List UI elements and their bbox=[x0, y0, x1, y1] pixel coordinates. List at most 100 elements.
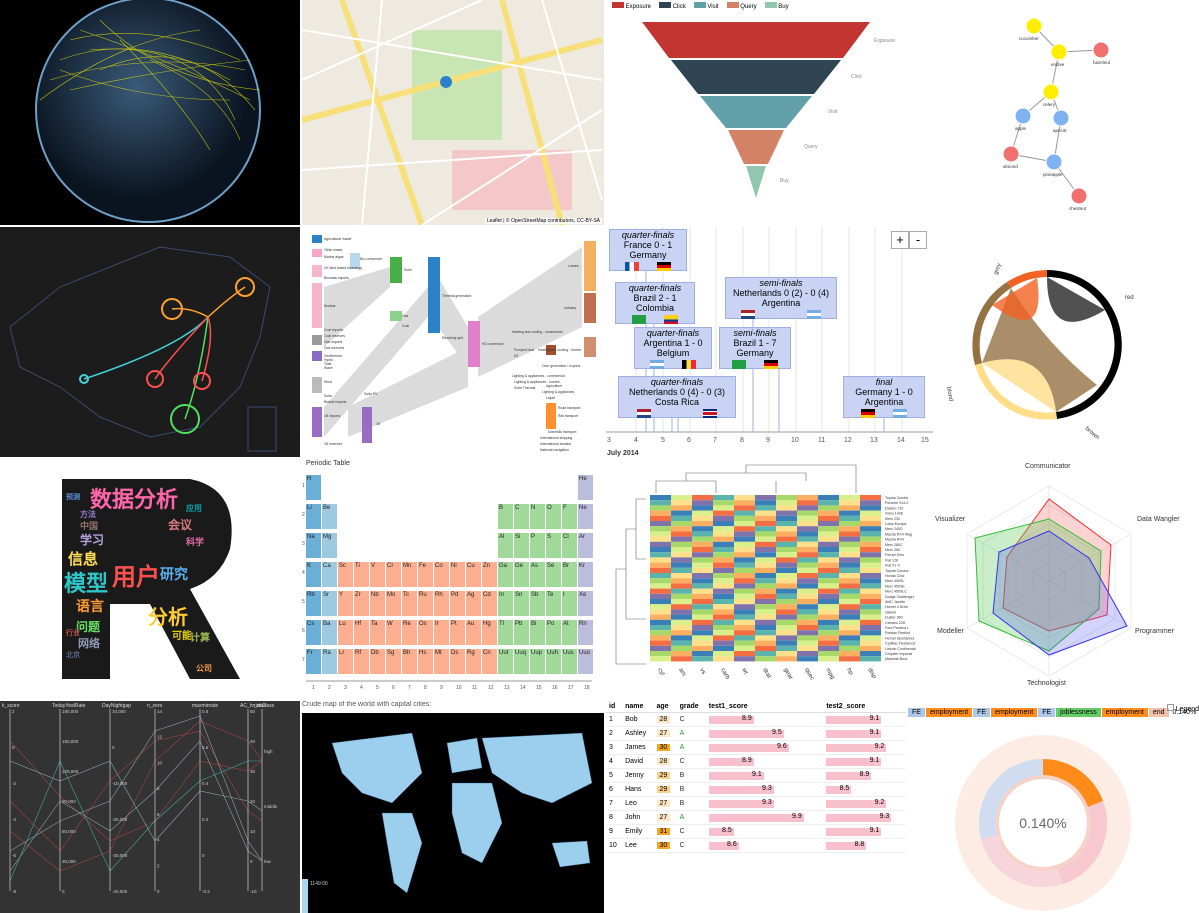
element-tl[interactable]: Tl bbox=[498, 620, 513, 645]
element-uup[interactable]: Uup bbox=[530, 649, 545, 674]
element-mg[interactable]: Mg bbox=[322, 533, 337, 558]
element-lu[interactable]: Lu bbox=[338, 620, 353, 645]
legend-visit[interactable]: Visit bbox=[693, 2, 719, 10]
breadcrumb-item[interactable]: employment bbox=[925, 708, 973, 717]
column-header[interactable]: name bbox=[622, 701, 654, 713]
element-bh[interactable]: Bh bbox=[402, 649, 417, 674]
column-header[interactable]: test1_score bbox=[705, 701, 824, 713]
element-ti[interactable]: Ti bbox=[354, 562, 369, 587]
element-rg[interactable]: Rg bbox=[466, 649, 481, 674]
element-ar[interactable]: Ar bbox=[578, 533, 593, 558]
chord-diagram[interactable]: grey red brown blond bbox=[935, 227, 1199, 457]
element-at[interactable]: At bbox=[562, 620, 577, 645]
element-sb[interactable]: Sb bbox=[530, 591, 545, 616]
element-pb[interactable]: Pb bbox=[514, 620, 529, 645]
sunburst-chart[interactable]: 0.140% bbox=[908, 713, 1199, 913]
element-kr[interactable]: Kr bbox=[578, 562, 593, 587]
world-map-canvas[interactable]: 1149:00 bbox=[302, 713, 604, 913]
element-v[interactable]: V bbox=[370, 562, 385, 587]
element-xe[interactable]: Xe bbox=[578, 591, 593, 616]
element-se[interactable]: Se bbox=[546, 562, 561, 587]
element-zr[interactable]: Zr bbox=[354, 591, 369, 616]
element-cu[interactable]: Cu bbox=[466, 562, 481, 587]
element-au[interactable]: Au bbox=[466, 620, 481, 645]
match-card[interactable]: semi-finals Netherlands 0 (2) - 0 (4) Arg… bbox=[725, 277, 837, 319]
element-f[interactable]: F bbox=[562, 504, 577, 529]
element-li[interactable]: Li bbox=[306, 504, 321, 529]
element-ni[interactable]: Ni bbox=[450, 562, 465, 587]
breadcrumb-item[interactable]: employment bbox=[991, 708, 1038, 717]
element-uuh[interactable]: Uuh bbox=[546, 649, 561, 674]
match-card[interactable]: quarter-finals France 0 - 1 Germany bbox=[609, 229, 687, 271]
element-rh[interactable]: Rh bbox=[434, 591, 449, 616]
element-cr[interactable]: Cr bbox=[386, 562, 401, 587]
element-s[interactable]: S bbox=[546, 533, 561, 558]
element-rb[interactable]: Rb bbox=[306, 591, 321, 616]
match-card[interactable]: quarter-finals Netherlands 0 (4) - 0 (3) … bbox=[618, 376, 736, 418]
element-ge[interactable]: Ge bbox=[514, 562, 529, 587]
element-c[interactable]: C bbox=[514, 504, 529, 529]
element-pt[interactable]: Pt bbox=[450, 620, 465, 645]
element-b[interactable]: B bbox=[498, 504, 513, 529]
element-sc[interactable]: Sc bbox=[338, 562, 353, 587]
element-sn[interactable]: Sn bbox=[514, 591, 529, 616]
element-in[interactable]: In bbox=[498, 591, 513, 616]
breadcrumb-item[interactable]: end bbox=[1148, 708, 1169, 717]
element-db[interactable]: Db bbox=[370, 649, 385, 674]
match-card[interactable]: final Germany 1 - 0 Argentina bbox=[843, 376, 925, 418]
element-al[interactable]: Al bbox=[498, 533, 513, 558]
breadcrumb-item[interactable]: FE bbox=[973, 708, 991, 717]
element-po[interactable]: Po bbox=[546, 620, 561, 645]
element-n[interactable]: N bbox=[530, 504, 545, 529]
column-header[interactable]: id bbox=[606, 701, 623, 713]
breadcrumb-item[interactable]: employment bbox=[1101, 708, 1148, 717]
element-p[interactable]: P bbox=[530, 533, 545, 558]
element-bi[interactable]: Bi bbox=[530, 620, 545, 645]
element-uuq[interactable]: Uuq bbox=[514, 649, 529, 674]
element-rn[interactable]: Rn bbox=[578, 620, 593, 645]
legend-query[interactable]: Query bbox=[726, 2, 757, 10]
element-ne[interactable]: Ne bbox=[578, 504, 593, 529]
element-as[interactable]: As bbox=[530, 562, 545, 587]
radar-chart[interactable]: Communicator Data Wangler Programmer Tec… bbox=[935, 459, 1199, 699]
element-si[interactable]: Si bbox=[514, 533, 529, 558]
element-uuo[interactable]: Uuo bbox=[578, 649, 593, 674]
element-ca[interactable]: Ca bbox=[322, 562, 337, 587]
element-ra[interactable]: Ra bbox=[322, 649, 337, 674]
element-ru[interactable]: Ru bbox=[418, 591, 433, 616]
element-mn[interactable]: Mn bbox=[402, 562, 417, 587]
element-mt[interactable]: Mt bbox=[434, 649, 449, 674]
element-w[interactable]: W bbox=[386, 620, 401, 645]
element-h[interactable]: H bbox=[306, 475, 321, 500]
element-hs[interactable]: Hs bbox=[418, 649, 433, 674]
breadcrumb-item[interactable]: FE bbox=[908, 708, 925, 717]
world-map[interactable] bbox=[302, 713, 604, 913]
element-ag[interactable]: Ag bbox=[466, 591, 481, 616]
element-uut[interactable]: Uut bbox=[498, 649, 513, 674]
sunburst-legend-toggle[interactable]: Legend bbox=[1166, 704, 1199, 713]
match-card[interactable]: quarter-finals Argentina 1 - 0 Belgium bbox=[634, 327, 712, 369]
map-attribution[interactable]: Leaflet | © OpenStreetMap contributors, … bbox=[484, 218, 602, 224]
element-cn[interactable]: Cn bbox=[482, 649, 497, 674]
network-graph[interactable]: cucumber endive hazelnut celery apple ap… bbox=[911, 0, 1199, 225]
element-ds[interactable]: Ds bbox=[450, 649, 465, 674]
element-te[interactable]: Te bbox=[546, 591, 561, 616]
element-uus[interactable]: Uus bbox=[562, 649, 577, 674]
column-header[interactable]: grade bbox=[676, 701, 706, 713]
element-mo[interactable]: Mo bbox=[386, 591, 401, 616]
column-header[interactable]: test2_score bbox=[823, 701, 906, 713]
parallel-coordinates[interactable]: k_score20-2-4-6-8TodayYestRate180,000150… bbox=[0, 701, 300, 913]
element-cl[interactable]: Cl bbox=[562, 533, 577, 558]
element-tc[interactable]: Tc bbox=[402, 591, 417, 616]
match-card[interactable]: quarter-finals Brazil 2 - 1 Colombia bbox=[615, 282, 695, 324]
element-hg[interactable]: Hg bbox=[482, 620, 497, 645]
breadcrumb-item[interactable]: FE bbox=[1038, 708, 1056, 717]
legend-click[interactable]: Click bbox=[659, 2, 686, 10]
breadcrumb-item[interactable]: joblessness bbox=[1056, 708, 1101, 717]
element-k[interactable]: K bbox=[306, 562, 321, 587]
element-ir[interactable]: Ir bbox=[434, 620, 449, 645]
element-re[interactable]: Re bbox=[402, 620, 417, 645]
element-br[interactable]: Br bbox=[562, 562, 577, 587]
element-co[interactable]: Co bbox=[434, 562, 449, 587]
